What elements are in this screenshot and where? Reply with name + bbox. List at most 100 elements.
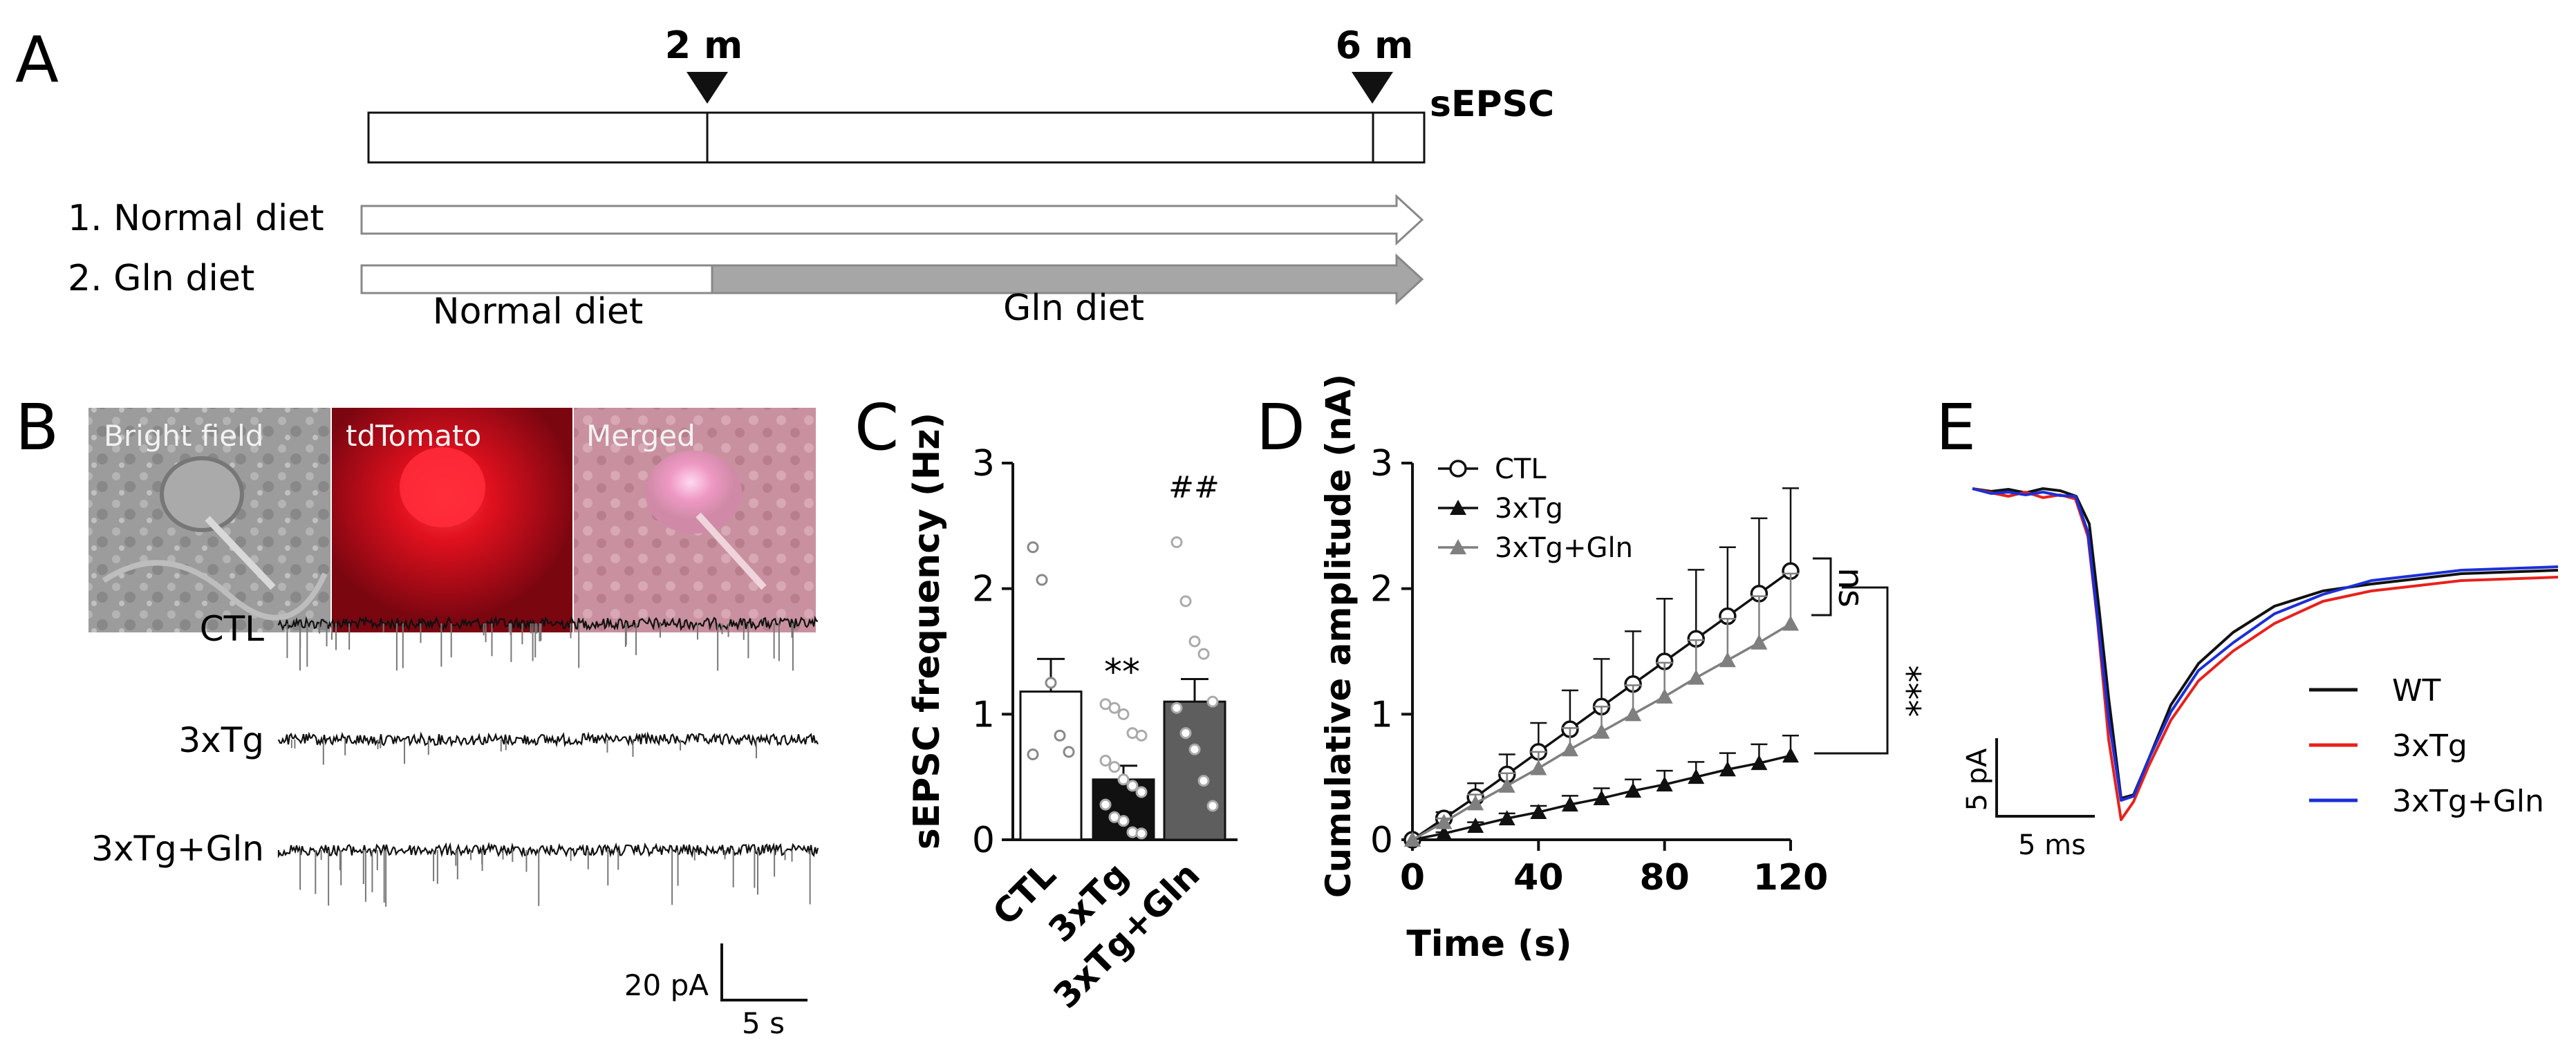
d-legend-marker [1450,539,1466,554]
avg-trace-3xtg-gln [1972,487,2559,802]
avg-trace-wt [1972,487,2559,800]
point-3xtg [1593,790,1610,806]
e-legend-label: 3xTg [2392,728,2467,764]
c-data-point [1135,827,1148,840]
point-3xtg-gln [1656,688,1673,704]
normal-diet-segment [360,264,713,294]
image-label-tdtomato: tdTomato [346,419,481,453]
point-3xtg-gln [1404,831,1421,847]
c-data-point [1170,536,1183,548]
significance-3xtg: ** [1104,652,1140,693]
point-3xtg-gln [1751,634,1768,650]
c-data-point [1036,574,1048,586]
timepoint-2m-label: 2 m [665,23,743,67]
sig-stars-label: *** [1887,666,1928,717]
d-y-axis-label: Cumulative amplitude (nA) [1318,374,1359,898]
point-3xtg [1751,755,1768,771]
panel-a-letter: A [15,23,59,97]
d-legend-label: 3xTg+Gln [1495,532,1633,564]
panel-c-letter: C [855,391,899,464]
gln-diet-arrow-fill [711,253,1424,305]
group-2-label: 2. Gln diet [68,258,254,299]
trace-label-3xtg: 3xTg [178,720,264,760]
point-3xtg-gln [1435,813,1453,829]
panel-d: D Cumulative amplitude (nA) Time (s) 0 1 2… [1256,374,1928,965]
c-data-point [1117,773,1130,786]
c-data-point [1099,798,1112,811]
c-data-point [1063,746,1075,758]
c-data-point [1099,755,1112,767]
sepsc-traces [277,615,819,907]
c-data-point [1206,800,1219,812]
point-3xtg-gln [1467,795,1484,811]
e-scale-bar [1995,738,2095,818]
d-y-tick-label: 1 [1370,694,1393,735]
c-data-point [1135,729,1148,742]
timepoint-2m-marker [687,72,728,104]
d-x-tick-label: 40 [1513,857,1563,899]
trace-scale-bar [720,943,808,1001]
point-3xtg [1719,761,1736,777]
tdtomato-image [332,408,572,632]
merged-image [574,408,816,632]
panel-a: A 2 m 6 m sEPSC 1. Normal diet 2. Gln di… [15,23,1554,332]
image-label-merged: Merged [586,419,696,453]
d-y-tick-label: 2 [1370,569,1393,610]
panel-b: B Bright field tdTomato Merged CTL 3xTg … [15,391,819,1040]
point-3xtg [1625,782,1642,798]
stars-bracket [1814,586,1889,755]
d-x-axis-label: Time (s) [1406,923,1571,965]
d-legend-marker [1449,460,1467,478]
point-3xtg-gln [1688,669,1705,685]
point-3xtg [1782,747,1799,763]
point-3xtg [1467,818,1484,834]
d-legend-label: 3xTg [1495,493,1563,525]
point-3xtg-gln [1782,615,1799,631]
c-data-point [1027,541,1039,554]
d-x-tick-label: 80 [1639,857,1689,899]
e-legend-label: WT [2392,673,2441,708]
e-scale-x-label: 5 ms [2018,829,2086,861]
point-3xtg [1435,825,1453,840]
e-legend-label: 3xTg+Gln [2392,784,2544,819]
c-data-point [1108,702,1121,714]
c-data-point [1108,761,1121,773]
trace-label-ctl: CTL [200,609,264,649]
bar-3xtg-gln [1163,700,1226,841]
d-y-tick-label: 0 [1370,820,1393,861]
point-3xtg [1561,796,1578,812]
point-3xtg-gln [1719,652,1736,668]
panel-d-letter: D [1256,391,1305,464]
c-y-axis-label: sEPSC frequency (Hz) [906,413,948,850]
c-data-point [1135,786,1148,798]
c-data-point [1045,677,1057,689]
bar-ctl [1019,690,1083,841]
c-data-point [1054,729,1066,742]
point-3xtg [1530,804,1547,820]
image-label-bright-field: Bright field [104,419,263,453]
panel-e-letter: E [1936,391,1976,464]
point-3xtg [1656,776,1673,792]
c-data-point [1117,708,1130,720]
c-data-point [1179,595,1192,608]
normal-diet-arrow [360,194,1424,246]
c-data-point [1188,635,1201,648]
d-legend-marker [1450,500,1466,515]
trace-3xtg-gln [277,841,819,858]
timepoint-6m-marker [1352,72,1393,104]
group-1-label: 1. Normal diet [68,198,324,239]
e-legend: WT 3xTg 3xTg+Gln [2309,673,2544,819]
segment-normal-label: Normal diet [433,291,644,332]
bright-field-image [88,408,330,632]
ns-bracket [1811,557,1832,617]
point-3xtg [1688,769,1705,784]
point-3xtg-gln [1498,777,1515,793]
d-x-tick-label: 0 [1400,857,1425,899]
c-data-point [1170,702,1183,714]
c-data-point [1206,695,1219,708]
c-data-point [1197,775,1210,787]
point-3xtg-gln [1625,706,1642,722]
c-y-tick-label: 2 [972,569,995,610]
